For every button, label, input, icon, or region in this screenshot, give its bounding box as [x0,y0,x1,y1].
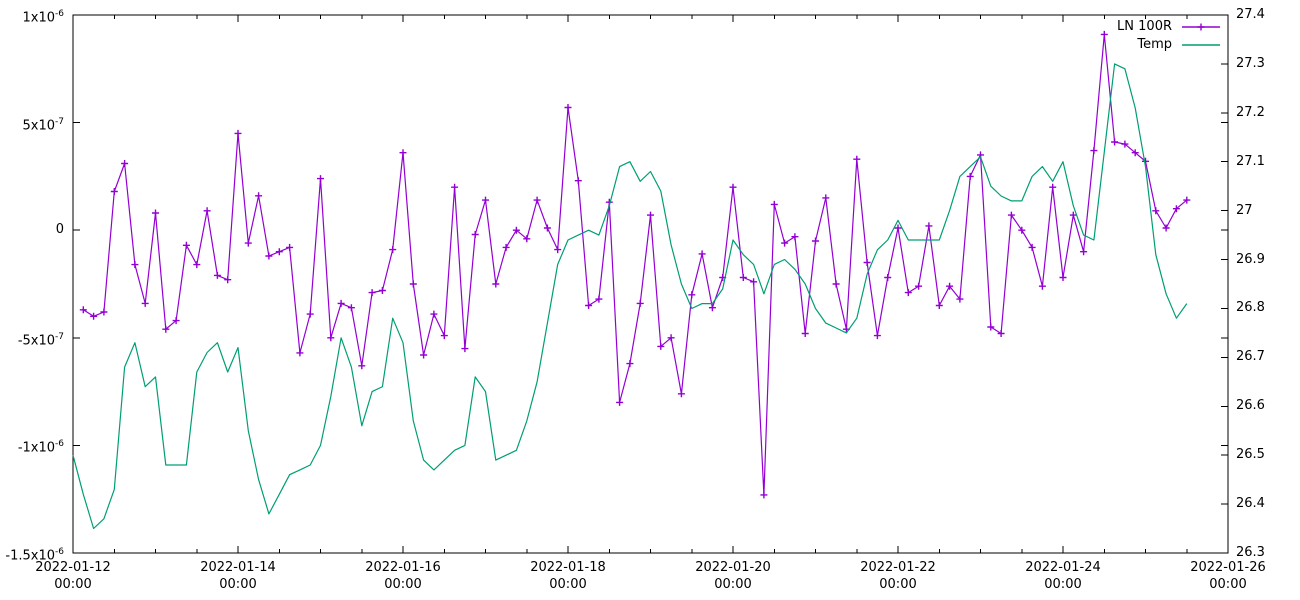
y-right-tick-label: 26.9 [1236,251,1265,267]
y-left-tick-label: -1x10-6 [17,439,64,456]
y-right-tick-label: 26.5 [1236,447,1265,463]
x-tick-date: 2022-01-18 [530,560,606,575]
y-right-tick-label: 27.2 [1236,104,1265,120]
y-right-tick-label: 26.7 [1236,349,1265,365]
x-tick-label: 2022-01-24 00:00 [983,559,1143,593]
x-tick-time: 00:00 [714,577,752,592]
y-right-tick-label: 26.6 [1236,398,1265,414]
x-tick-label: 2022-01-14 00:00 [158,559,318,593]
y-left-tick-label: -1.5x10-6 [5,547,64,564]
x-tick-label: 2022-01-20 00:00 [653,559,813,593]
y-right-tick-label: 27.3 [1236,55,1265,71]
legend-label-temp: Temp [1137,37,1172,52]
x-tick-date: 2022-01-24 [1025,560,1101,575]
legend-entry-ln-100r: LN 100R [1117,19,1222,34]
x-tick-date: 2022-01-20 [695,560,771,575]
x-tick-time: 00:00 [879,577,917,592]
series-markers-ln-100r [79,30,1191,499]
series-line-temp [72,63,1188,530]
x-tick-label: 2022-01-12 00:00 [0,559,153,593]
y-left-tick-label: 0 [55,222,64,238]
x-tick-time: 00:00 [384,577,422,592]
x-tick-time: 00:00 [1044,577,1082,592]
x-tick-label: 2022-01-26 00:00 [1148,559,1300,593]
y-left-tick-label: 1x10-6 [22,9,65,26]
x-tick-time: 00:00 [54,577,92,592]
legend-label-ln-100r: LN 100R [1117,19,1172,34]
y-left-tick-label: -5x10-7 [17,331,64,349]
x-tick-date: 2022-01-14 [200,560,276,575]
y-right-tick-label: 26.8 [1236,300,1265,316]
x-tick-label: 2022-01-22 00:00 [818,559,978,593]
y-right-tick-label: 26.4 [1236,496,1265,512]
x-tick-time: 00:00 [219,577,257,592]
legend: LN 100R Temp [1117,19,1222,52]
x-tick-label: 2022-01-16 00:00 [323,559,483,593]
legend-entry-temp: Temp [1117,37,1222,52]
x-tick-time: 00:00 [549,577,587,592]
x-tick-time: 00:00 [1209,577,1247,592]
y-right-tick-label: 27.4 [1236,7,1265,22]
legend-sample-line-temp [1182,43,1220,46]
x-tick-date: 2022-01-12 [35,560,111,575]
y-left-tick-label: 5x10-7 [22,116,65,133]
x-tick-label: 2022-01-18 00:00 [488,559,648,593]
x-tick-date: 2022-01-26 [1190,560,1266,575]
plot-frame [72,14,1229,554]
y-right-tick-label: 26.3 [1236,545,1265,560]
x-tick-date: 2022-01-16 [365,560,441,575]
y-right-tick-label: 27 [1236,202,1253,218]
y-right-tick-label: 27.1 [1236,153,1265,169]
series-line-ln-100r [82,33,1188,496]
legend-sample-line-ln-100r [1182,23,1220,30]
legend-sample-plus-marker [1197,23,1205,30]
x-tick-date: 2022-01-22 [860,560,936,575]
